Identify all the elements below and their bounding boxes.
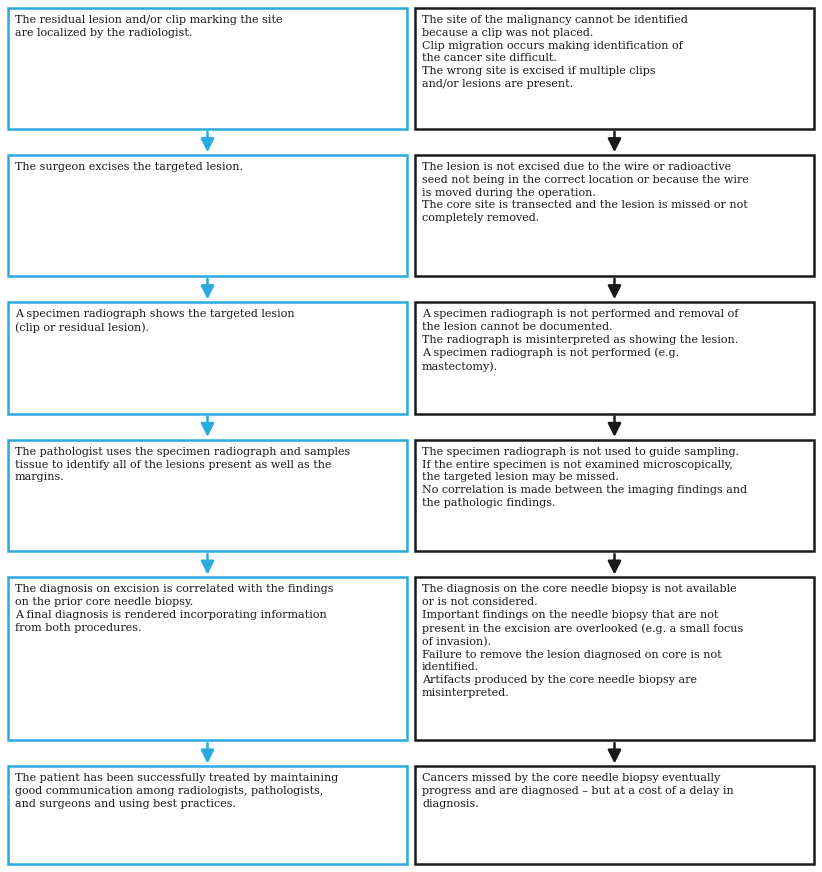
Text: The residual lesion and/or clip marking the site
are localized by the radiologis: The residual lesion and/or clip marking … xyxy=(15,15,283,37)
Bar xyxy=(8,439,407,551)
Bar xyxy=(8,155,407,276)
Text: The patient has been successfully treated by maintaining
good communication amon: The patient has been successfully treate… xyxy=(15,773,338,809)
Text: The lesion is not excised due to the wire or radioactive
seed not being in the c: The lesion is not excised due to the wir… xyxy=(422,162,749,223)
Bar xyxy=(415,155,814,276)
Bar xyxy=(8,302,407,413)
Text: The pathologist uses the specimen radiograph and samples
tissue to identify all : The pathologist uses the specimen radiog… xyxy=(15,446,350,482)
Bar xyxy=(415,439,814,551)
Text: A specimen radiograph is not performed and removal of
the lesion cannot be docum: A specimen radiograph is not performed a… xyxy=(422,309,738,371)
Bar xyxy=(415,766,814,864)
Text: The specimen radiograph is not used to guide sampling.
If the entire specimen is: The specimen radiograph is not used to g… xyxy=(422,446,747,508)
Text: The diagnosis on excision is correlated with the findings
on the prior core need: The diagnosis on excision is correlated … xyxy=(15,584,334,633)
Text: Cancers missed by the core needle biopsy eventually
progress and are diagnosed –: Cancers missed by the core needle biopsy… xyxy=(422,773,734,809)
Text: The diagnosis on the core needle biopsy is not available
or is not considered.
I: The diagnosis on the core needle biopsy … xyxy=(422,584,743,698)
Text: The site of the malignancy cannot be identified
because a clip was not placed.
C: The site of the malignancy cannot be ide… xyxy=(422,15,688,89)
Bar xyxy=(8,8,407,129)
Bar xyxy=(415,8,814,129)
Text: The surgeon excises the targeted lesion.: The surgeon excises the targeted lesion. xyxy=(15,162,243,172)
Bar xyxy=(8,766,407,864)
Bar xyxy=(8,577,407,740)
Text: A specimen radiograph shows the targeted lesion
(clip or residual lesion).: A specimen radiograph shows the targeted… xyxy=(15,309,294,332)
Bar xyxy=(415,302,814,413)
Bar xyxy=(415,577,814,740)
